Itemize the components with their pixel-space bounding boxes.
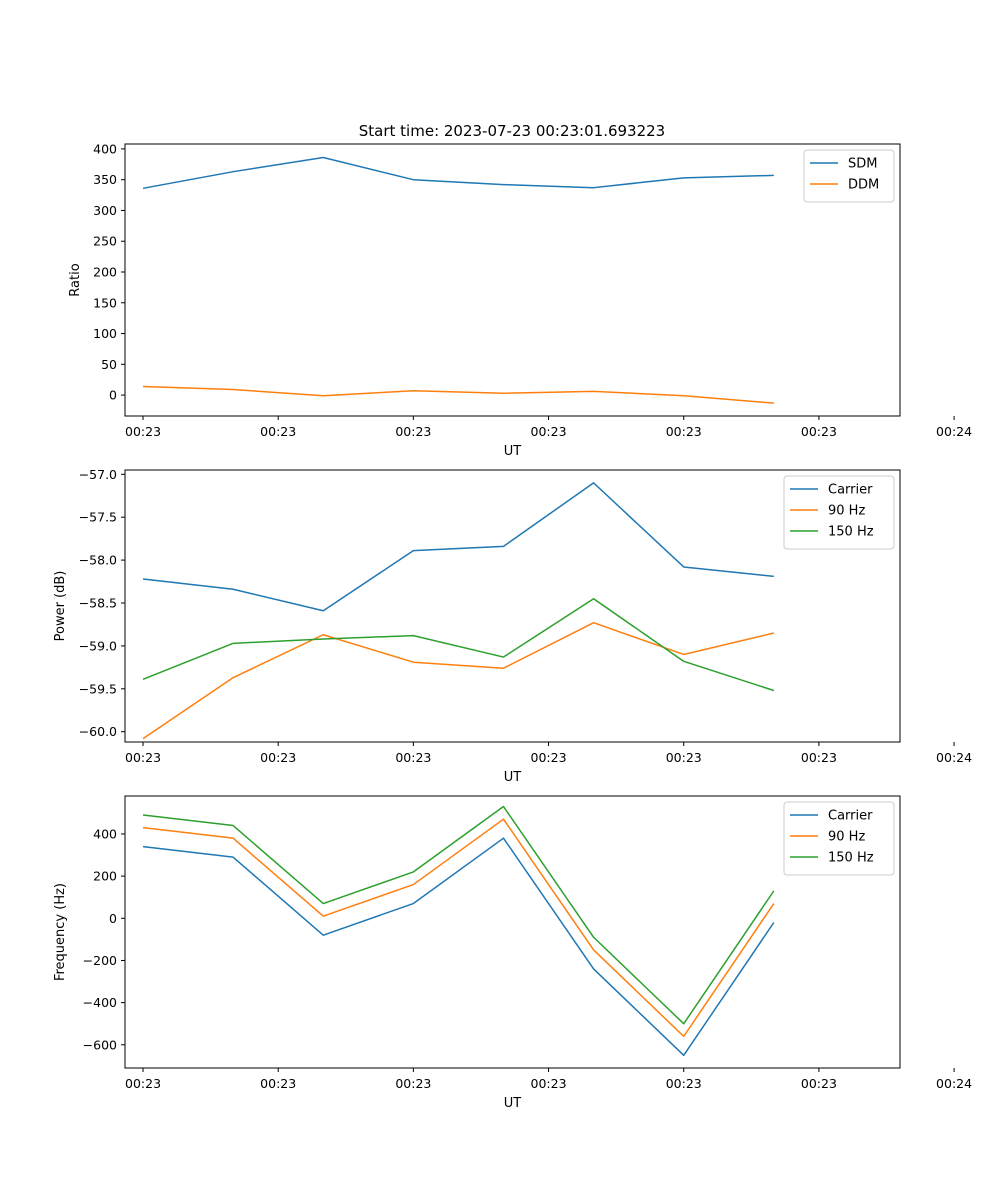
legend-3: Carrier 90 Hz 150 Hz	[783, 801, 895, 876]
x-tick-label-2-2: 00:23	[395, 750, 431, 765]
x-axis-label-1: UT	[504, 444, 522, 459]
legend-label-3-1: 90 Hz	[828, 830, 865, 845]
legend-label-2-0: Carrier	[828, 483, 873, 498]
y-tick-label-3-0: −600	[83, 1037, 117, 1052]
y-tick-label-2-0: −60.0	[79, 724, 117, 739]
x-tick-label-1-5: 00:23	[801, 424, 837, 439]
chart-panel-1: 00:23 00:23 00:23 00:23 00:23 00:23 00:24 0 50 10…	[68, 141, 972, 459]
y-tick-label-2-1: −59.5	[79, 681, 117, 696]
series-line-3-150-hz	[142, 805, 775, 1025]
legend-2: Carrier 90 Hz 150 Hz	[783, 475, 895, 550]
x-tick-label-1-6: 00:24	[936, 424, 972, 439]
x-tick-label-2-0: 00:23	[125, 750, 161, 765]
x-tick-label-1-2: 00:23	[395, 424, 431, 439]
legend-label-1-0: SDM	[848, 157, 877, 172]
x-tick-label-3-3: 00:23	[531, 1076, 567, 1091]
y-tick-label-1-5: 250	[93, 234, 117, 249]
x-tick-label-3-4: 00:23	[666, 1076, 702, 1091]
y-axis-label-2: Power (dB)	[53, 571, 68, 642]
series-line-2-90-hz	[142, 621, 775, 740]
figure-title: Start time: 2023-07-23 00:23:01.693223	[359, 122, 665, 140]
x-axis-label-2: UT	[504, 770, 522, 785]
axes-frame-1	[124, 143, 901, 417]
x-tick-label-3-2: 00:23	[395, 1076, 431, 1091]
x-tick-label-2-6: 00:24	[936, 750, 972, 765]
x-tick-label-2-1: 00:23	[260, 750, 296, 765]
x-tick-label-3-5: 00:23	[801, 1076, 837, 1091]
series-line-3-carrier	[142, 837, 775, 1057]
y-tick-label-3-3: 0	[109, 911, 117, 926]
axes-frame-3	[124, 795, 901, 1069]
y-tick-label-3-4: 200	[93, 869, 117, 884]
x-tick-label-3-0: 00:23	[125, 1076, 161, 1091]
series-line-1-ddm	[142, 385, 774, 404]
x-tick-label-2-5: 00:23	[801, 750, 837, 765]
y-tick-label-1-8: 400	[93, 141, 117, 156]
y-tick-label-1-7: 350	[93, 172, 117, 187]
y-tick-label-3-2: −200	[83, 953, 117, 968]
legend-label-2-1: 90 Hz	[828, 504, 865, 519]
x-tick-label-3-1: 00:23	[260, 1076, 296, 1091]
x-axis-label-3: UT	[504, 1096, 522, 1111]
x-tick-label-1-1: 00:23	[260, 424, 296, 439]
y-tick-label-2-3: −58.5	[79, 595, 117, 610]
legend-label-1-1: DDM	[848, 178, 879, 193]
y-tick-label-2-6: −57.0	[79, 467, 117, 482]
y-axis-label-3: Frequency (Hz)	[53, 883, 68, 981]
y-tick-label-1-3: 150	[93, 295, 117, 310]
y-tick-label-3-5: 400	[93, 826, 117, 841]
series-line-1-sdm	[142, 156, 774, 190]
y-tick-label-1-1: 50	[101, 357, 117, 372]
y-tick-label-2-5: −57.5	[79, 510, 117, 525]
y-tick-label-1-2: 100	[93, 326, 117, 341]
y-tick-label-1-4: 200	[93, 265, 117, 280]
legend-1: SDM DDM	[803, 149, 895, 203]
chart-panel-2: 00:23 00:23 00:23 00:23 00:23 00:23 00:24 −60.0…	[53, 467, 972, 785]
x-tick-label-3-6: 00:24	[936, 1076, 972, 1091]
y-tick-label-2-2: −59.0	[79, 638, 117, 653]
y-tick-label-1-6: 300	[93, 203, 117, 218]
x-tick-label-1-4: 00:23	[666, 424, 702, 439]
chart-panel-3: 00:23 00:23 00:23 00:23 00:23 00:23 00:24 −600 −…	[53, 795, 972, 1111]
x-tick-label-2-3: 00:23	[531, 750, 567, 765]
x-tick-label-1-3: 00:23	[531, 424, 567, 439]
y-axis-label-1: Ratio	[68, 263, 83, 296]
x-tick-label-2-4: 00:23	[666, 750, 702, 765]
series-line-3-90-hz	[142, 818, 775, 1038]
axes-frame-2	[124, 469, 901, 743]
legend-label-2-2: 150 Hz	[828, 525, 874, 540]
series-line-2-carrier	[142, 482, 774, 612]
y-tick-label-1-0: 0	[109, 388, 117, 403]
series-line-2-150-hz	[142, 597, 775, 692]
y-tick-label-3-1: −400	[83, 995, 117, 1010]
legend-label-3-0: Carrier	[828, 809, 873, 824]
y-tick-label-2-4: −58.0	[79, 553, 117, 568]
legend-label-3-2: 150 Hz	[828, 851, 874, 866]
x-tick-label-1-0: 00:23	[125, 424, 161, 439]
